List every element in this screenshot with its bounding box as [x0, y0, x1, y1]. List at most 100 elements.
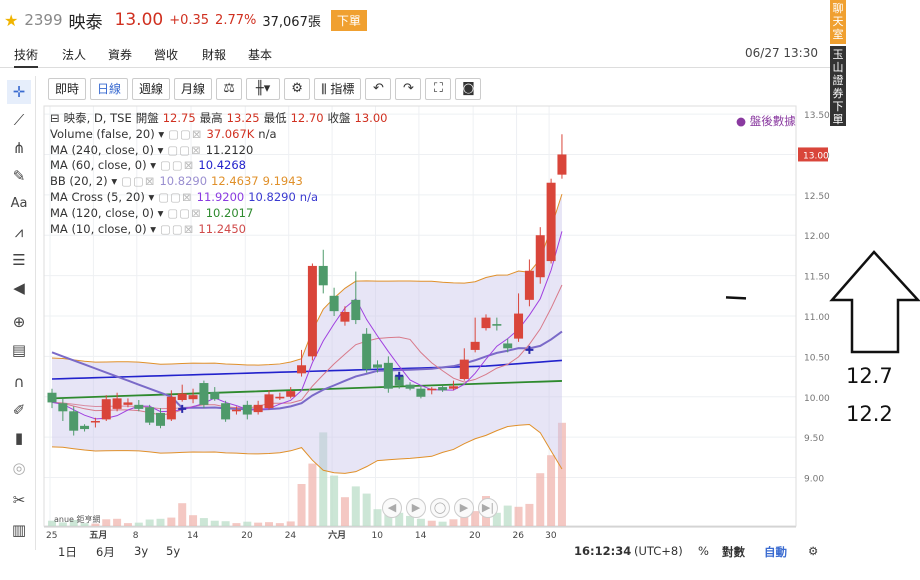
scissors-icon[interactable]: ✂: [12, 491, 26, 509]
after-hours-label[interactable]: ● 盤後數據: [736, 114, 796, 128]
indicators-button[interactable]: ⫼ 指標: [314, 78, 362, 100]
indicators-label: 指標: [330, 82, 355, 96]
volume-bar: [189, 515, 198, 526]
legend-row-label[interactable]: Volume (false, 20) ▾: [50, 126, 165, 141]
candles: [47, 134, 747, 436]
cross-marker: [395, 371, 404, 380]
cross-marker: [525, 345, 534, 354]
log-scale-toggle[interactable]: 對數: [722, 545, 745, 559]
camera-icon[interactable]: ◙: [455, 78, 482, 100]
annotation-value-1: 12.7: [846, 364, 893, 388]
compare-icon[interactable]: ⚖: [216, 78, 243, 100]
undo-icon[interactable]: ↶: [365, 78, 392, 100]
candle-body: [503, 343, 513, 349]
legend-row-label[interactable]: MA (60, close, 0) ▾: [50, 158, 157, 173]
play-icon[interactable]: ▶: [454, 498, 474, 518]
candle-body: [166, 396, 176, 420]
candle-body: [231, 409, 241, 412]
order-button[interactable]: 下單: [330, 9, 367, 31]
interval-realtime-button[interactable]: 即時: [48, 78, 87, 100]
tab-revenue[interactable]: 營收: [154, 48, 179, 62]
legend-row-label[interactable]: MA Cross (5, 20) ▾: [50, 189, 155, 204]
brush-icon[interactable]: ✎: [12, 167, 26, 185]
candle-body: [112, 398, 122, 409]
period-1d[interactable]: 1日: [58, 545, 77, 559]
legend-row-controls-icon[interactable]: ▢▢⊠: [168, 126, 203, 141]
legend-row-controls-icon[interactable]: ▢▢⊠: [160, 158, 195, 173]
candle-body: [438, 387, 448, 391]
volume-bar: [221, 521, 230, 526]
period-5y[interactable]: 5y: [166, 544, 181, 558]
auto-scale-toggle[interactable]: 自動: [764, 545, 787, 559]
settings-gear-icon[interactable]: ⚙: [284, 78, 311, 100]
x-tick-label: 30: [545, 531, 557, 541]
star-icon[interactable]: ★: [4, 10, 19, 30]
period-3y[interactable]: 3y: [134, 544, 149, 558]
lock-icon[interactable]: ▮: [14, 429, 24, 447]
price-tick-label: 12.00: [804, 232, 830, 242]
legend-row-controls-icon[interactable]: ▢▢⊠: [167, 142, 202, 157]
interval-monthly-button[interactable]: 月線: [174, 78, 213, 100]
pencil-icon[interactable]: ✐: [12, 401, 26, 419]
crosshair-icon[interactable]: ✛: [7, 80, 31, 104]
legend-row-controls-icon[interactable]: ▢▢⊠: [121, 174, 156, 189]
legend-row-label[interactable]: MA (10, close, 0) ▾: [50, 221, 157, 236]
reset-view-icon[interactable]: ◯: [430, 498, 450, 518]
legend-row-controls-icon[interactable]: ▢▢⊠: [160, 221, 195, 236]
tab-basic[interactable]: 基本: [248, 48, 273, 62]
candle-style-icon[interactable]: ╫▾: [246, 78, 281, 100]
legend-row: MA (240, close, 0) ▾ ▢▢⊠ 11.2120: [50, 143, 387, 159]
arrow-icon[interactable]: ◀: [13, 279, 25, 297]
drawing-toolbar: ✛ ⟋ ⋔ ✎ Aa ⩘ ☰ ◀ ⊕ ▤ ∩ ✐ ▮ ◎ ✂ ▥: [2, 76, 36, 550]
moving-averages: [51, 231, 563, 420]
tab-margin[interactable]: 資券: [108, 48, 133, 62]
jump-latest-icon[interactable]: ▶|: [478, 498, 498, 518]
scroll-right-icon[interactable]: ▶: [406, 498, 426, 518]
legend-row-controls-icon[interactable]: ▢▢⊠: [158, 189, 193, 204]
fullscreen-icon[interactable]: ⛶: [425, 78, 452, 100]
interval-weekly-button[interactable]: 週線: [132, 78, 171, 100]
magnet-icon[interactable]: ∩: [13, 373, 25, 391]
quote-header: ★ 2399 映泰 13.00 +0.35 2.77% 37,067張 下單: [0, 0, 830, 40]
legend-row-controls-icon[interactable]: ▢▢⊠: [167, 205, 202, 220]
pitchfork-icon[interactable]: ⋔: [12, 139, 26, 157]
legend-row-label[interactable]: MA (240, close, 0) ▾: [50, 142, 164, 157]
tab-financials[interactable]: 財報: [202, 48, 227, 62]
text-icon[interactable]: Aa: [10, 196, 28, 211]
period-6m[interactable]: 6月: [96, 545, 115, 559]
pattern-icon[interactable]: ⩘: [14, 223, 24, 241]
volume-bar: [449, 519, 458, 526]
fib-icon[interactable]: ☰: [12, 251, 26, 269]
eye-icon[interactable]: ◎: [12, 459, 26, 477]
trash-icon[interactable]: ▥: [11, 521, 27, 539]
interval-daily-button[interactable]: 日線: [90, 78, 129, 100]
tab-institutional[interactable]: 法人: [62, 48, 87, 62]
section-tabs: 技術 法人 資券 營收 財報 基本 06/27 13:30: [0, 40, 830, 68]
chart-settings-icon[interactable]: ⚙: [808, 544, 819, 558]
legend-row-label[interactable]: BB (20, 2) ▾: [50, 174, 118, 189]
volume-bar: [547, 455, 556, 526]
zoom-icon[interactable]: ⊕: [12, 313, 26, 331]
ma20-line: [51, 330, 563, 411]
candle-body: [448, 386, 458, 389]
scroll-left-icon[interactable]: ◀: [382, 498, 402, 518]
volume-bar: [210, 520, 219, 526]
percent-scale-toggle[interactable]: %: [698, 544, 709, 558]
clock-time: 16:12:34: [574, 544, 632, 558]
legend-toggle-icon[interactable]: ⊟: [50, 111, 60, 125]
redo-icon[interactable]: ↷: [395, 78, 422, 100]
legend-row-label[interactable]: MA (120, close, 0) ▾: [50, 205, 164, 220]
candle-body: [210, 391, 220, 400]
volume-bar: [167, 517, 176, 526]
trendline-icon[interactable]: ⟋: [13, 111, 25, 129]
volume-bar: [536, 473, 545, 526]
legend-row: MA (120, close, 0) ▾ ▢▢⊠ 10.2017: [50, 206, 387, 222]
broker-order-tab[interactable]: 玉山證券下單: [830, 46, 846, 126]
legend-row: MA (60, close, 0) ▾ ▢▢⊠ 10.4268: [50, 158, 387, 174]
indicators-icon: ⫼: [321, 82, 331, 96]
measure-icon[interactable]: ▤: [11, 341, 27, 359]
candle-body: [481, 317, 491, 329]
chat-room-tab[interactable]: 聊天室: [830, 0, 846, 44]
tab-technical[interactable]: 技術: [14, 46, 39, 68]
